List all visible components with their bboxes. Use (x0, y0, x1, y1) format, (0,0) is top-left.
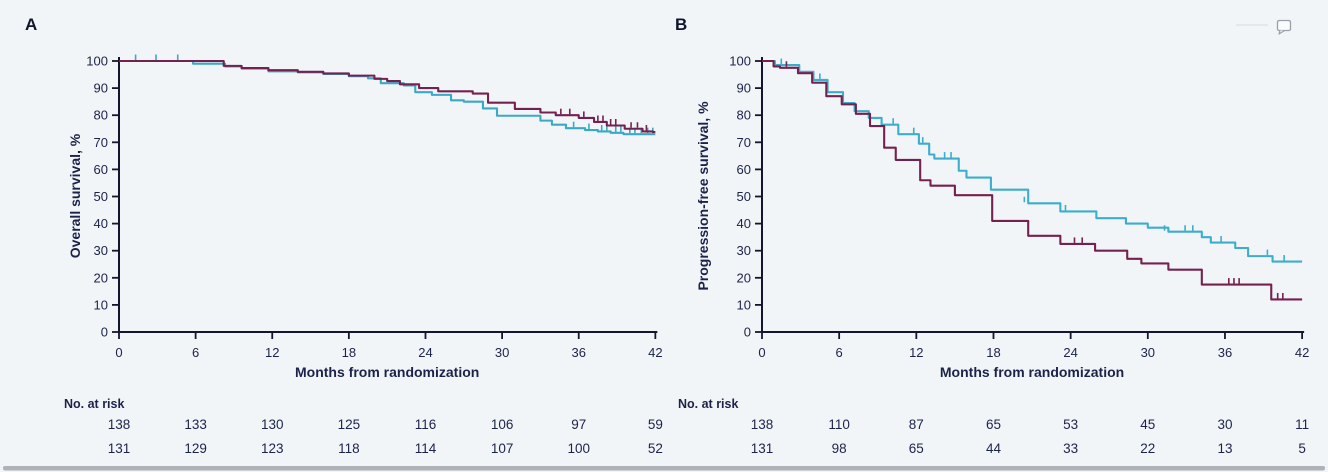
risk-count-arm-maroon: 13 (1217, 441, 1232, 456)
speech-bubble-tail (1278, 29, 1285, 35)
x-tick-label: 36 (1218, 345, 1232, 360)
y-tick-label: 100 (86, 54, 108, 69)
x-tick-label: 12 (909, 345, 923, 360)
risk-count-arm-maroon: 131 (751, 441, 774, 456)
x-tick-label: 24 (418, 345, 432, 360)
risk-count-arm-teal: 59 (648, 417, 663, 432)
risk-count-arm-teal: 116 (415, 417, 437, 432)
x-tick-label: 6 (836, 345, 843, 360)
y-axis-title: Progression-free survival, % (695, 101, 711, 291)
y-tick-label: 10 (94, 297, 108, 312)
window-bottom-edge (3, 466, 1325, 471)
risk-count-arm-maroon: 114 (415, 441, 437, 456)
risk-count-arm-maroon: 33 (1063, 441, 1078, 456)
x-tick-label: 18 (986, 345, 1000, 360)
risk-count-arm-teal: 138 (751, 417, 774, 432)
x-tick-label: 36 (571, 345, 585, 360)
risk-count-arm-maroon: 65 (909, 441, 924, 456)
risk-count-arm-teal: 125 (338, 417, 361, 432)
risk-count-arm-maroon: 107 (491, 441, 514, 456)
x-tick-label: 30 (495, 345, 509, 360)
x-tick-label: 42 (1295, 345, 1309, 360)
risk-count-arm-maroon: 98 (832, 441, 847, 456)
risk-count-arm-teal: 11 (1295, 417, 1309, 432)
y-tick-label: 30 (737, 243, 751, 258)
km-curve-arm-maroon (762, 59, 1303, 301)
risk-count-arm-maroon: 131 (108, 441, 131, 456)
risk-count-arm-teal: 45 (1140, 417, 1155, 432)
y-tick-label: 0 (744, 325, 751, 340)
risk-count-arm-maroon: 52 (648, 441, 663, 456)
y-tick-label: 20 (737, 270, 751, 285)
y-tick-label: 70 (737, 135, 751, 150)
x-tick-label: 0 (758, 345, 765, 360)
y-tick-label: 90 (737, 81, 751, 96)
risk-count-arm-maroon: 22 (1140, 441, 1155, 456)
y-tick-label: 70 (94, 135, 108, 150)
risk-count-arm-maroon: 5 (1298, 441, 1306, 456)
risk-count-arm-teal: 133 (184, 417, 207, 432)
x-tick-label: 0 (115, 345, 122, 360)
risk-count-arm-teal: 97 (571, 417, 586, 432)
risk-count-arm-teal: 53 (1063, 417, 1078, 432)
panel-letter: A (25, 15, 37, 34)
y-tick-label: 60 (94, 162, 108, 177)
no-at-risk-label: No. at risk (64, 397, 124, 411)
risk-count-arm-teal: 65 (986, 417, 1001, 432)
y-tick-label: 20 (94, 270, 108, 285)
y-tick-label: 50 (94, 189, 108, 204)
km-curve-arm-teal (119, 59, 656, 136)
x-tick-label: 6 (192, 345, 199, 360)
panel-letter: B (675, 15, 687, 34)
y-tick-label: 90 (94, 81, 108, 96)
x-tick-label: 30 (1141, 345, 1155, 360)
risk-count-arm-teal: 110 (828, 417, 850, 432)
risk-count-arm-teal: 30 (1217, 417, 1232, 432)
risk-count-arm-maroon: 118 (338, 441, 360, 456)
x-tick-label: 18 (342, 345, 356, 360)
risk-count-arm-maroon: 44 (986, 441, 1002, 456)
y-tick-label: 0 (101, 325, 108, 340)
y-tick-label: 40 (94, 216, 108, 231)
y-tick-label: 10 (737, 297, 751, 312)
y-tick-label: 50 (737, 189, 751, 204)
speech-bubble-body (1276, 19, 1292, 32)
y-tick-label: 60 (737, 162, 751, 177)
y-tick-label: 40 (737, 216, 751, 231)
risk-count-arm-teal: 87 (909, 417, 924, 432)
risk-count-arm-maroon: 123 (261, 441, 284, 456)
risk-count-arm-teal: 130 (261, 417, 284, 432)
x-axis-title: Months from randomization (940, 364, 1124, 380)
x-tick-label: 12 (265, 345, 279, 360)
km-curve-arm-teal (762, 59, 1303, 263)
km-curve-arm-maroon (119, 59, 656, 134)
y-tick-label: 100 (729, 54, 751, 69)
x-axis-title: Months from randomization (295, 364, 479, 380)
no-at-risk-label: No. at risk (678, 397, 738, 411)
y-tick-label: 30 (94, 243, 108, 258)
comment-icon[interactable] (1276, 19, 1292, 35)
risk-count-arm-maroon: 100 (567, 441, 590, 456)
x-tick-label: 42 (648, 345, 662, 360)
risk-count-arm-maroon: 129 (184, 441, 207, 456)
y-tick-label: 80 (737, 108, 751, 123)
risk-count-arm-teal: 106 (491, 417, 514, 432)
y-tick-label: 80 (94, 108, 108, 123)
y-axis-title: Overall survival, % (67, 133, 83, 258)
x-tick-label: 24 (1063, 345, 1077, 360)
risk-count-arm-teal: 138 (108, 417, 131, 432)
